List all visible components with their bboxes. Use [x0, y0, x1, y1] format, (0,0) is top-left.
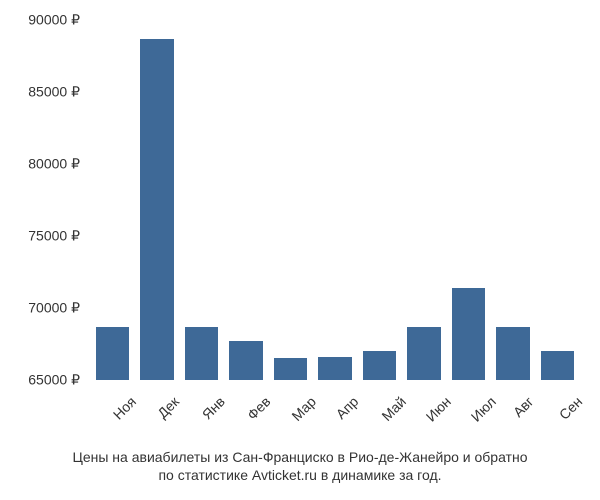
bar	[363, 351, 396, 380]
x-tick-label: Авг	[510, 393, 537, 420]
bar	[140, 39, 173, 380]
x-tick-label: Май	[378, 393, 409, 424]
chart-caption-line2: по статистике Avticket.ru в динамике за …	[0, 466, 600, 484]
bar	[229, 341, 262, 380]
bar	[274, 358, 307, 380]
x-tick-label: Апр	[333, 393, 362, 422]
price-chart: 65000 ₽70000 ₽75000 ₽80000 ₽85000 ₽90000…	[90, 20, 580, 380]
x-tick-label: Сен	[556, 393, 585, 422]
x-tick-label: Фев	[244, 393, 274, 423]
y-tick-label: 70000 ₽	[28, 300, 80, 317]
x-tick-label: Июн	[423, 393, 454, 424]
x-axis-labels: НояДекЯнвФевМарАпрМайИюнИюлАвгСен	[90, 385, 580, 445]
x-tick-label: Мар	[289, 393, 320, 424]
x-tick-label: Ноя	[110, 393, 139, 422]
x-tick-label: Янв	[199, 393, 228, 422]
bar	[496, 327, 529, 380]
x-tick-label: Дек	[154, 393, 182, 421]
y-tick-label: 80000 ₽	[28, 156, 80, 173]
plot-area	[90, 20, 580, 380]
x-tick-label: Июл	[467, 393, 498, 424]
bar	[96, 327, 129, 380]
bar	[452, 288, 485, 380]
y-tick-label: 65000 ₽	[28, 372, 80, 389]
bar	[185, 327, 218, 380]
bar	[407, 327, 440, 380]
y-tick-label: 75000 ₽	[28, 228, 80, 245]
bars-group	[90, 20, 580, 380]
y-tick-label: 85000 ₽	[28, 84, 80, 101]
bar	[318, 357, 351, 380]
chart-caption-line1: Цены на авиабилеты из Сан-Франциско в Ри…	[0, 448, 600, 466]
bar	[541, 351, 574, 380]
y-tick-label: 90000 ₽	[28, 12, 80, 29]
